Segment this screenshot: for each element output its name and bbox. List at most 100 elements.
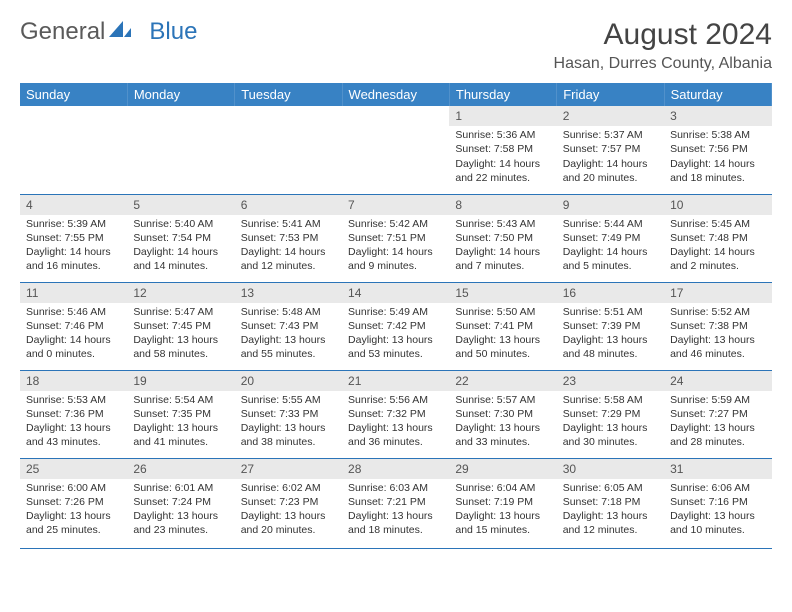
daylight-text: Daylight: 13 hours and 46 minutes. [670,333,765,361]
day-body: Sunrise: 5:55 AMSunset: 7:33 PMDaylight:… [235,391,342,454]
sunrise-text: Sunrise: 5:45 AM [670,217,765,231]
day-body: Sunrise: 5:37 AMSunset: 7:57 PMDaylight:… [557,126,664,189]
day-number: 26 [127,459,234,479]
calendar-day-cell: 11Sunrise: 5:46 AMSunset: 7:46 PMDayligh… [20,282,127,370]
calendar-day-cell: 3Sunrise: 5:38 AMSunset: 7:56 PMDaylight… [664,106,771,194]
sunset-text: Sunset: 7:27 PM [670,407,765,421]
sunset-text: Sunset: 7:29 PM [563,407,658,421]
calendar-day-cell [20,106,127,194]
sunrise-text: Sunrise: 5:56 AM [348,393,443,407]
sunrise-text: Sunrise: 5:40 AM [133,217,228,231]
daylight-text: Daylight: 14 hours and 12 minutes. [241,245,336,273]
day-body: Sunrise: 6:00 AMSunset: 7:26 PMDaylight:… [20,479,127,542]
sunrise-text: Sunrise: 5:46 AM [26,305,121,319]
sunset-text: Sunset: 7:30 PM [455,407,550,421]
sunrise-text: Sunrise: 5:44 AM [563,217,658,231]
day-number: 14 [342,283,449,303]
day-body: Sunrise: 5:52 AMSunset: 7:38 PMDaylight:… [664,303,771,366]
sunset-text: Sunset: 7:21 PM [348,495,443,509]
day-body: Sunrise: 5:45 AMSunset: 7:48 PMDaylight:… [664,215,771,278]
sunset-text: Sunset: 7:41 PM [455,319,550,333]
calendar-day-cell: 26Sunrise: 6:01 AMSunset: 7:24 PMDayligh… [127,458,234,546]
sunset-text: Sunset: 7:46 PM [26,319,121,333]
sunset-text: Sunset: 7:26 PM [26,495,121,509]
calendar-body: 1Sunrise: 5:36 AMSunset: 7:58 PMDaylight… [20,106,772,546]
calendar-day-cell [127,106,234,194]
calendar-day-cell: 21 Sunrise: 5:56 AMSunset: 7:32 PMDayligh… [342,370,449,458]
calendar-table: SundayMondayTuesdayWednesdayThursdayFrid… [20,83,772,546]
title-block: August 2024 Hasan, Durres County, Albani… [554,18,772,73]
sunrise-text: Sunrise: 5:54 AM [133,393,228,407]
day-body: Sunrise: 5:50 AMSunset: 7:41 PMDaylight:… [449,303,556,366]
day-number: 7 [342,195,449,215]
sunset-text: Sunset: 7:43 PM [241,319,336,333]
daylight-text: Daylight: 13 hours and 36 minutes. [348,421,443,449]
day-body: Sunrise: 6:05 AMSunset: 7:18 PMDaylight:… [557,479,664,542]
day-number: 21 [342,371,449,391]
day-number: 30 [557,459,664,479]
calendar-day-cell: 5Sunrise: 5:40 AMSunset: 7:54 PMDaylight… [127,194,234,282]
sunrise-text: Sunrise: 5:36 AM [455,128,550,142]
page-header: General Blue August 2024 Hasan, Durres C… [20,18,772,73]
sunrise-text: Sunrise: 5:47 AM [133,305,228,319]
sunset-text: Sunset: 7:24 PM [133,495,228,509]
daylight-text: Daylight: 13 hours and 38 minutes. [241,421,336,449]
sunset-text: Sunset: 7:36 PM [26,407,121,421]
day-number: 8 [449,195,556,215]
day-number: 23 [557,371,664,391]
sunset-text: Sunset: 7:50 PM [455,231,550,245]
daylight-text: Daylight: 13 hours and 55 minutes. [241,333,336,361]
calendar-day-cell: 23Sunrise: 5:58 AMSunset: 7:29 PMDayligh… [557,370,664,458]
daylight-text: Daylight: 13 hours and 10 minutes. [670,509,765,537]
day-number: 9 [557,195,664,215]
daylight-text: Daylight: 14 hours and 9 minutes. [348,245,443,273]
daylight-text: Daylight: 13 hours and 28 minutes. [670,421,765,449]
calendar-day-cell: 28Sunrise: 6:03 AMSunset: 7:21 PMDayligh… [342,458,449,546]
daylight-text: Daylight: 13 hours and 20 minutes. [241,509,336,537]
weekday-header: Saturday [664,83,771,106]
calendar-header-row: SundayMondayTuesdayWednesdayThursdayFrid… [20,83,772,106]
calendar-day-cell: 4Sunrise: 5:39 AMSunset: 7:55 PMDaylight… [20,194,127,282]
daylight-text: Daylight: 13 hours and 23 minutes. [133,509,228,537]
day-body: Sunrise: 5:44 AMSunset: 7:49 PMDaylight:… [557,215,664,278]
day-body: Sunrise: 5:42 AMSunset: 7:51 PMDaylight:… [342,215,449,278]
sunrise-text: Sunrise: 5:52 AM [670,305,765,319]
daylight-text: Daylight: 14 hours and 20 minutes. [563,157,658,185]
calendar-day-cell: 27Sunrise: 6:02 AMSunset: 7:23 PMDayligh… [235,458,342,546]
sunrise-text: Sunrise: 5:53 AM [26,393,121,407]
sunset-text: Sunset: 7:32 PM [348,407,443,421]
day-number: 16 [557,283,664,303]
day-number: 10 [664,195,771,215]
day-body: Sunrise: 5:36 AMSunset: 7:58 PMDaylight:… [449,126,556,189]
sunset-text: Sunset: 7:18 PM [563,495,658,509]
month-title: August 2024 [554,18,772,51]
day-number: 19 [127,371,234,391]
day-body: Sunrise: 5:48 AMSunset: 7:43 PMDaylight:… [235,303,342,366]
weekday-header: Tuesday [235,83,342,106]
calendar-day-cell [342,106,449,194]
daylight-text: Daylight: 13 hours and 58 minutes. [133,333,228,361]
sunset-text: Sunset: 7:56 PM [670,142,765,156]
calendar-day-cell: 2Sunrise: 5:37 AMSunset: 7:57 PMDaylight… [557,106,664,194]
calendar-day-cell: 16Sunrise: 5:51 AMSunset: 7:39 PMDayligh… [557,282,664,370]
sunrise-text: Sunrise: 5:59 AM [670,393,765,407]
sunrise-text: Sunrise: 5:43 AM [455,217,550,231]
sunrise-text: Sunrise: 6:00 AM [26,481,121,495]
day-body: Sunrise: 5:57 AMSunset: 7:30 PMDaylight:… [449,391,556,454]
calendar-day-cell: 1Sunrise: 5:36 AMSunset: 7:58 PMDaylight… [449,106,556,194]
day-body: Sunrise: 5:49 AMSunset: 7:42 PMDaylight:… [342,303,449,366]
day-body: Sunrise: 6:02 AMSunset: 7:23 PMDaylight:… [235,479,342,542]
sunset-text: Sunset: 7:48 PM [670,231,765,245]
sunrise-text: Sunrise: 6:04 AM [455,481,550,495]
sunset-text: Sunset: 7:19 PM [455,495,550,509]
sunset-text: Sunset: 7:45 PM [133,319,228,333]
weekday-header: Wednesday [342,83,449,106]
calendar-week-row: 11Sunrise: 5:46 AMSunset: 7:46 PMDayligh… [20,282,772,370]
day-number: 27 [235,459,342,479]
calendar-day-cell: 18Sunrise: 5:53 AMSunset: 7:36 PMDayligh… [20,370,127,458]
calendar-day-cell: 30Sunrise: 6:05 AMSunset: 7:18 PMDayligh… [557,458,664,546]
daylight-text: Daylight: 13 hours and 12 minutes. [563,509,658,537]
sunrise-text: Sunrise: 5:57 AM [455,393,550,407]
daylight-text: Daylight: 14 hours and 18 minutes. [670,157,765,185]
calendar-day-cell: 10Sunrise: 5:45 AMSunset: 7:48 PMDayligh… [664,194,771,282]
